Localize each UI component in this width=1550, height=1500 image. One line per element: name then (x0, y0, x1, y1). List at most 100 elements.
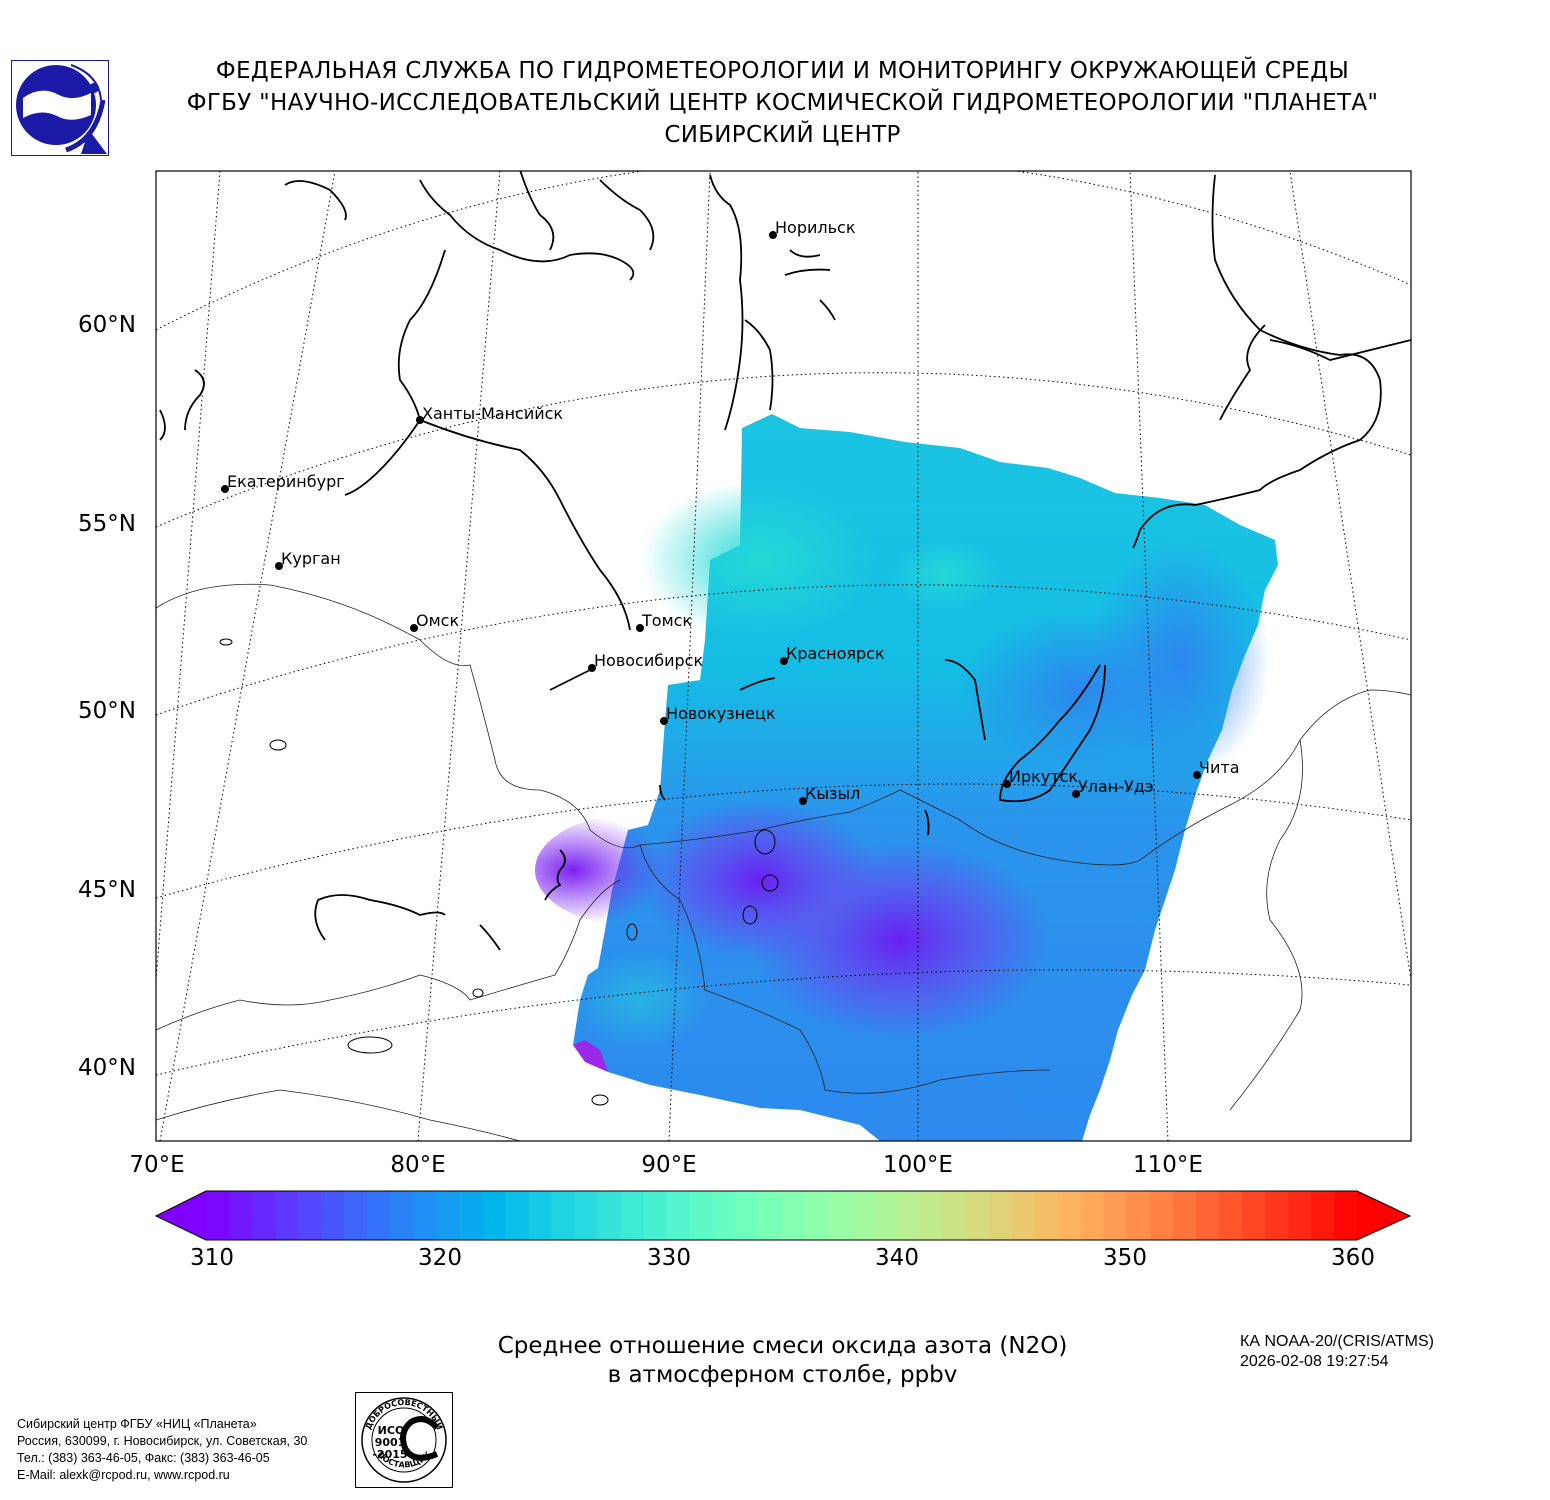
colorbar-cell (781, 1191, 806, 1240)
iso-mid-1: ИСО (378, 1424, 405, 1437)
city-label: Норильск (775, 218, 856, 237)
colorbar-cell (1241, 1191, 1266, 1240)
planeta-logo (11, 60, 109, 156)
graticule-line (156, 372, 1411, 528)
colorbar-cell (1195, 1191, 1220, 1240)
colorbar-cell (1080, 1191, 1105, 1240)
colorbar-cell (1287, 1191, 1312, 1240)
colorbar-cell (804, 1191, 829, 1240)
colorbar-cell (758, 1191, 783, 1240)
colorbar-cell (1310, 1191, 1335, 1240)
colorbar-tick-320: 320 (418, 1245, 462, 1271)
colorbar-tick-350: 350 (1103, 1245, 1147, 1271)
colorbar-cell (459, 1191, 483, 1240)
city-label: Улан-Удэ (1078, 777, 1154, 796)
graticule-line (156, 171, 221, 981)
iso-mid-2: 9001 (375, 1436, 406, 1449)
city-marker (1003, 780, 1011, 788)
iso-badge: ДОБРОСОВЕСТНЫЙ ПОСТАВЩИК ИСО 9001 -2015 (355, 1392, 453, 1488)
colorbar-tick-330: 330 (647, 1245, 691, 1271)
colorbar-cell (252, 1191, 276, 1240)
colorbar-tick-360: 360 (1331, 1245, 1375, 1271)
footer-line-2: Россия, 630099, г. Новосибирск, ул. Сове… (17, 1434, 308, 1448)
caption-line-2: в атмосферном столбе, ppbv (607, 1362, 958, 1388)
colorbar-cell (551, 1191, 575, 1240)
lon-label-70: 70°E (129, 1152, 185, 1178)
lat-label-40: 40°N (78, 1055, 136, 1081)
lon-label-90: 90°E (641, 1152, 697, 1178)
colorbar (154, 1190, 1412, 1241)
colorbar-cell (574, 1191, 598, 1240)
city-label: Иркутск (1009, 767, 1078, 786)
city-label: Чита (1199, 758, 1240, 777)
header-line-2: ФГБУ "НАУЧНО-ИССЛЕДОВАТЕЛЬСКИЙ ЦЕНТР КОС… (186, 90, 1379, 116)
header-line-3: СИБИРСКИЙ ЦЕНТР (664, 122, 901, 148)
graticule-line (156, 969, 1411, 1076)
lat-label-50: 50°N (78, 698, 136, 724)
colorbar-cell (390, 1191, 414, 1240)
graticule-line (156, 584, 1411, 716)
colorbar-cell (712, 1191, 737, 1240)
footer-line-1: Сибирский центр ФГБУ «НИЦ «Планета» (17, 1417, 257, 1431)
satellite-datetime: 2026-02-08 19:27:54 (1240, 1353, 1389, 1370)
city-marker (275, 562, 283, 570)
colorbar-cell (229, 1191, 253, 1240)
colorbar-cell (1264, 1191, 1289, 1240)
colorbar-cell (643, 1191, 667, 1240)
map-frame (155, 170, 1412, 1142)
lon-label-100: 100°E (883, 1152, 953, 1178)
colorbar-cell (1172, 1191, 1197, 1240)
city-label: Томск (641, 611, 692, 630)
colorbar-cell (436, 1191, 460, 1240)
lakes (219, 638, 779, 1106)
caption-line-1: Среднее отношение смеси оксида азота (N2… (497, 1333, 1068, 1359)
lon-label-110: 110°E (1133, 1152, 1203, 1178)
iso-mid-3: -2015 (372, 1448, 407, 1461)
borders (156, 583, 1411, 1141)
coastlines-rivers (159, 171, 1411, 951)
colorbar-cell (367, 1191, 391, 1240)
footer-line-3: Тел.: (383) 363-46-05, Факс: (383) 363-4… (17, 1451, 270, 1465)
city-marker (636, 624, 644, 632)
colorbar-cell (298, 1191, 322, 1240)
colorbar-cell (206, 1191, 230, 1240)
graticule (156, 171, 1411, 1141)
lat-label-55: 55°N (78, 511, 136, 537)
city-marker (769, 231, 777, 239)
city-label: Курган (281, 549, 341, 568)
colorbar-cell (344, 1191, 368, 1240)
graticule-line (156, 171, 1411, 331)
lon-label-80: 80°E (390, 1152, 446, 1178)
lat-label-45: 45°N (78, 877, 136, 903)
city-label: Ханты-Мансийск (422, 404, 563, 423)
header-line-1: ФЕДЕРАЛЬНАЯ СЛУЖБА ПО ГИДРОМЕТЕОРОЛОГИИ … (215, 58, 1350, 84)
colorbar-cell (942, 1191, 967, 1240)
colorbar-cell (275, 1191, 299, 1240)
colorbar-cell (321, 1191, 345, 1240)
city-label: Новосибирск (594, 651, 703, 670)
colorbar-cell (896, 1191, 921, 1240)
graticule-line (240, 171, 1411, 172)
colorbar-cell (1057, 1191, 1082, 1240)
colorbar-cell (1103, 1191, 1128, 1240)
colorbar-cell (1218, 1191, 1243, 1240)
city-markers: Норильск Ханты-Мансийск Екатеринбург Курган… (221, 218, 1240, 805)
colorbar-cell (965, 1191, 990, 1240)
colorbar-tick-310: 310 (190, 1245, 234, 1271)
footer-line-4: E-Mail: alexk@rcpod.ru, www.rcpod.ru (17, 1468, 230, 1482)
city-marker (780, 657, 788, 665)
city-marker (416, 416, 424, 424)
colorbar-cell (735, 1191, 760, 1240)
city-label: Кызыл (805, 784, 860, 803)
city-label: Новокузнецк (666, 704, 776, 723)
graticule-line (417, 171, 501, 1141)
colorbar-cell (1011, 1191, 1036, 1240)
colorbar-cell (666, 1191, 691, 1240)
colorbar-cell (689, 1191, 714, 1240)
city-label: Красноярск (786, 644, 885, 663)
colorbar-cell (827, 1191, 852, 1240)
city-marker (799, 797, 807, 805)
colorbar-cell (620, 1191, 644, 1240)
lat-label-60: 60°N (78, 312, 136, 338)
